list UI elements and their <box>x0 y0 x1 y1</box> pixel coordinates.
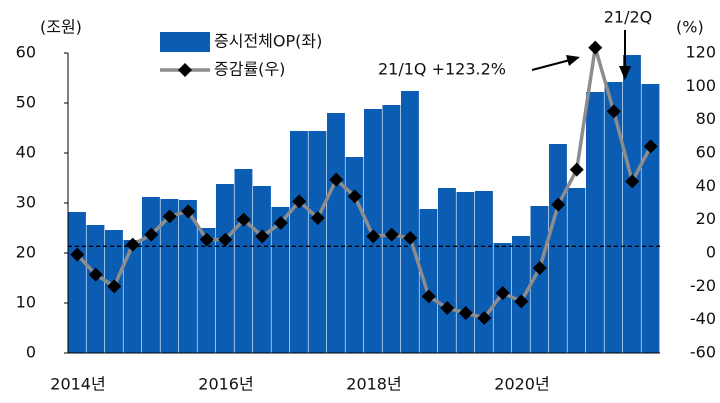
x-tick-label: 2014년 <box>50 375 105 394</box>
marker <box>255 229 270 244</box>
y2-tick-label: 0 <box>706 243 716 262</box>
bar <box>623 55 641 353</box>
y2-tick-label: 40 <box>696 176 716 195</box>
arrow-head <box>566 55 580 66</box>
y2-tick-label: -60 <box>690 343 716 362</box>
bar <box>68 212 86 353</box>
marker <box>643 139 658 154</box>
marker <box>310 211 325 225</box>
bar <box>345 157 364 353</box>
marker <box>218 232 233 247</box>
marker <box>329 172 344 187</box>
y-tick-label: 60 <box>16 43 36 62</box>
marker <box>440 301 455 315</box>
bar <box>234 169 253 353</box>
annotation-arrow <box>531 59 571 71</box>
y-tick-label: 40 <box>16 143 36 162</box>
marker <box>88 267 103 282</box>
y-tick-label: 10 <box>16 293 36 312</box>
y2-tick-label: -20 <box>690 276 716 295</box>
bar <box>475 191 493 353</box>
bar <box>327 113 345 353</box>
marker <box>514 294 529 309</box>
y2-tick-label: 100 <box>685 76 716 95</box>
y-axis-label: (조원) <box>40 18 82 37</box>
marker <box>70 247 85 262</box>
legend-swatch <box>160 32 210 52</box>
bar <box>197 228 216 353</box>
bar <box>290 131 308 353</box>
y2-tick-label: 80 <box>696 109 716 128</box>
y-tick-label: 0 <box>26 343 36 362</box>
bar <box>567 188 586 353</box>
bar <box>604 82 623 353</box>
x-tick-label: 2020년 <box>494 375 549 394</box>
marker <box>588 40 603 55</box>
y-tick-label: 30 <box>16 193 36 212</box>
bar <box>456 192 475 353</box>
bar <box>512 236 530 353</box>
marker <box>421 289 436 304</box>
bar <box>216 184 234 353</box>
marker <box>273 216 288 230</box>
bar <box>419 209 438 353</box>
bar <box>401 91 419 353</box>
y-tick-label: 50 <box>16 93 36 112</box>
y2-axis-label: (%) <box>676 18 704 37</box>
bar <box>271 207 290 353</box>
marker <box>495 286 510 300</box>
marker <box>144 227 159 242</box>
y2-tick-label: 120 <box>685 43 716 62</box>
x-tick-label: 2018년 <box>346 375 401 394</box>
bar <box>123 240 142 353</box>
bar <box>179 200 197 353</box>
marker <box>477 311 492 325</box>
bar <box>549 144 567 353</box>
y2-tick-label: 20 <box>696 209 716 228</box>
bar <box>253 186 271 353</box>
marker <box>125 237 140 252</box>
annotation: 21/2Q <box>604 8 653 27</box>
marker <box>181 204 196 219</box>
marker <box>366 229 381 244</box>
marker <box>625 174 640 189</box>
marker <box>162 209 177 224</box>
bar <box>438 188 456 353</box>
legend-label: 증감률(우) <box>214 60 285 79</box>
bar <box>86 225 105 353</box>
y-tick-label: 20 <box>16 243 36 262</box>
x-tick-label: 2016년 <box>198 375 253 394</box>
bar <box>641 84 660 353</box>
marker <box>384 227 399 242</box>
legend-marker <box>178 63 192 77</box>
bar <box>308 131 327 353</box>
bar <box>160 199 179 353</box>
marker <box>532 261 547 275</box>
marker <box>107 279 122 294</box>
legend-label: 증시전체OP(좌) <box>214 32 322 51</box>
bar <box>530 206 549 353</box>
marker <box>199 232 214 247</box>
y2-tick-label: -40 <box>690 309 716 328</box>
y2-tick-label: 60 <box>696 143 716 162</box>
marker <box>236 212 251 227</box>
marker <box>606 104 621 119</box>
marker <box>458 306 473 320</box>
marker <box>347 189 362 204</box>
bar <box>586 92 604 353</box>
bar <box>142 197 160 353</box>
marker <box>551 197 566 212</box>
arrow-head <box>619 66 631 80</box>
marker <box>403 231 418 245</box>
marker <box>292 194 307 209</box>
annotation: 21/1Q +123.2% <box>378 60 506 79</box>
marker <box>569 162 584 177</box>
